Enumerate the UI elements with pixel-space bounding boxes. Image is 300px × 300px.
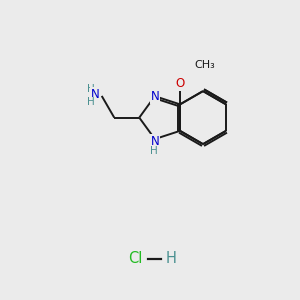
- Text: H: H: [87, 98, 94, 107]
- Text: Cl: Cl: [128, 251, 142, 266]
- Text: N: N: [151, 135, 159, 148]
- Text: CH₃: CH₃: [195, 60, 215, 70]
- Text: H: H: [165, 251, 176, 266]
- Text: N: N: [151, 90, 159, 103]
- Text: H: H: [87, 85, 94, 94]
- Text: H: H: [149, 146, 157, 156]
- Text: N: N: [91, 88, 100, 101]
- Text: O: O: [176, 77, 185, 90]
